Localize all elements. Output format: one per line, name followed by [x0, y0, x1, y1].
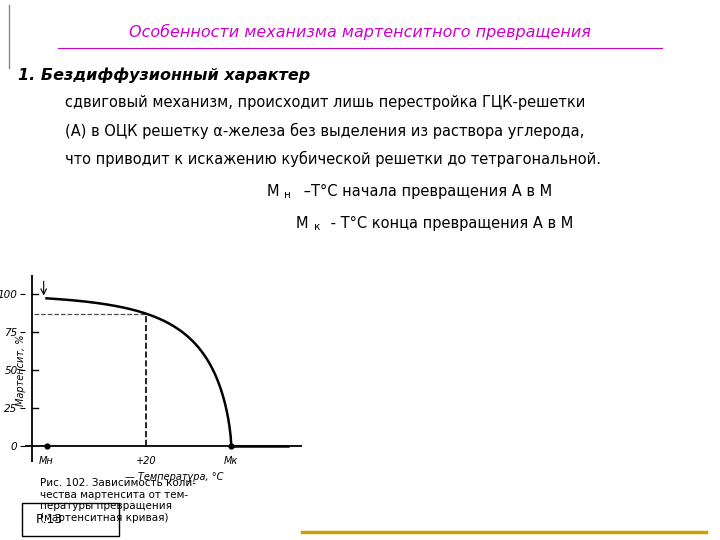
Text: М: М — [266, 184, 279, 199]
Text: н: н — [284, 190, 292, 200]
Text: Мартенсит, %: Мартенсит, % — [16, 334, 26, 406]
Text: 1. Бездиффузионный характер: 1. Бездиффузионный характер — [18, 68, 310, 83]
Text: –T°C начала превращения А в М: –T°C начала превращения А в М — [299, 184, 552, 199]
Text: что приводит к искажению кубической решетки до тетрагональной.: что приводит к искажению кубической реше… — [65, 151, 600, 167]
Text: к: к — [314, 222, 320, 233]
Text: — Температура, °С: — Температура, °С — [125, 472, 224, 482]
Text: Мк: Мк — [224, 456, 238, 465]
FancyBboxPatch shape — [22, 503, 119, 536]
Text: (А) в ОЦК решетку α-железа без выделения из раствора углерода,: (А) в ОЦК решетку α-железа без выделения… — [65, 123, 584, 139]
Text: Мн: Мн — [39, 456, 54, 465]
Text: - T°C конца превращения А в М: - T°C конца превращения А в М — [326, 216, 573, 231]
Text: М: М — [295, 216, 307, 231]
Text: Особенности механизма мартенситного превращения: Особенности механизма мартенситного прев… — [129, 24, 591, 40]
Text: сдвиговый механизм, происходит лишь перестройка ГЦК-решетки: сдвиговый механизм, происходит лишь пере… — [65, 94, 585, 110]
Text: +20: +20 — [135, 456, 156, 465]
Text: Рис. 102. Зависимость коли-
чества мартенсита от тем-
пературы превращения
(март: Рис. 102. Зависимость коли- чества марте… — [40, 478, 196, 523]
Text: Р.13: Р.13 — [36, 513, 63, 526]
